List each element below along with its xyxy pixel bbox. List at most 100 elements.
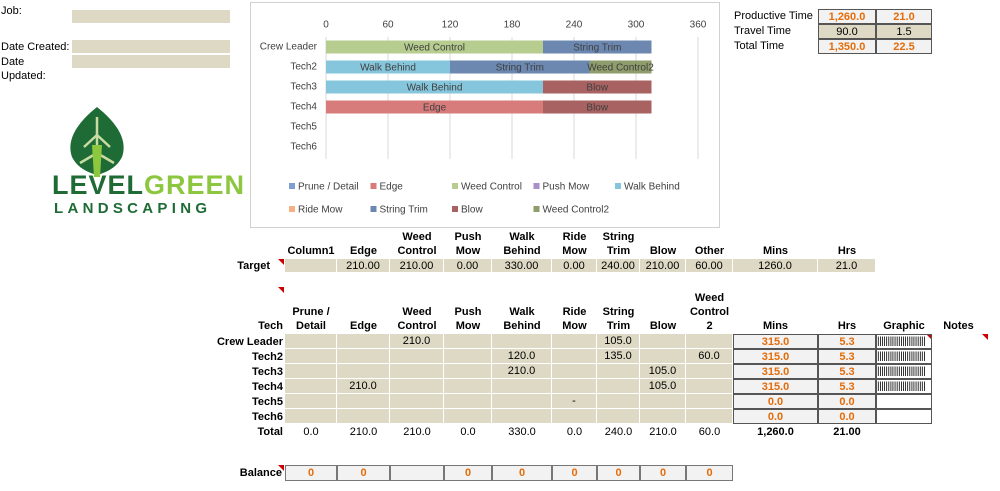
tech-cell xyxy=(285,334,337,349)
mins-cell: 315.0 xyxy=(733,334,818,349)
column-header: Push Mow xyxy=(454,306,482,332)
tech-cell xyxy=(552,349,597,364)
time-label: Travel Time xyxy=(734,25,792,37)
target-cell: 210.00 xyxy=(640,259,686,273)
target-cell xyxy=(285,259,337,273)
balance-cell: 0 xyxy=(597,465,640,481)
tech-cell xyxy=(640,409,686,424)
tech-cell xyxy=(337,409,390,424)
data-label: Blow xyxy=(586,103,608,114)
graphic-cell: ||||||||||||||||||||||| xyxy=(876,364,932,379)
y-tick-label: Tech4 xyxy=(290,102,317,113)
tech-cell: 105.0 xyxy=(640,364,686,379)
tech-cell xyxy=(444,394,492,409)
tech-cell xyxy=(444,379,492,394)
bar-segment xyxy=(326,40,543,54)
x-tick-label: 180 xyxy=(504,20,521,31)
total-cell: 210.0 xyxy=(403,425,431,438)
time-mins: 1,260.0 xyxy=(818,9,876,24)
tech-cell xyxy=(337,349,390,364)
legend-swatch xyxy=(533,183,540,189)
tech-cell xyxy=(492,394,552,409)
tech-cell xyxy=(390,379,444,394)
comment-marker xyxy=(278,259,284,265)
column-header: Blow xyxy=(649,320,677,332)
hrs-cell: 0.0 xyxy=(818,394,876,409)
field-input xyxy=(72,55,230,68)
logo-word: LEVEL xyxy=(52,170,145,200)
row-label: Crew Leader xyxy=(216,335,283,348)
x-tick-label: 300 xyxy=(628,20,645,31)
tech-cell: 210.0 xyxy=(390,334,444,349)
tech-cell xyxy=(640,334,686,349)
comment-marker xyxy=(278,465,284,471)
row-label: Tech6 xyxy=(252,410,283,423)
bar-segment xyxy=(326,100,543,114)
graphic-cell: ||||||||||||||||||||||| xyxy=(876,379,932,394)
field-label: Date Created: xyxy=(1,41,70,53)
total-cell: 60.0 xyxy=(698,425,721,438)
tech-cell xyxy=(492,334,552,349)
column-header: Hrs xyxy=(837,320,857,332)
row-label: Tech2 xyxy=(252,350,283,363)
hrs-cell: 5.3 xyxy=(818,349,876,364)
legend-label: Edge xyxy=(380,182,404,193)
hrs-cell: 5.3 xyxy=(818,379,876,394)
row-label: Tech4 xyxy=(252,380,283,393)
legend-swatch xyxy=(533,206,540,212)
bar-segment xyxy=(543,100,652,114)
column-header: Edge xyxy=(350,245,377,257)
legend-swatch xyxy=(452,183,458,189)
tech-cell xyxy=(552,334,597,349)
total-hrs: 21.00 xyxy=(833,425,861,438)
data-label: Blow xyxy=(586,83,608,94)
row-label: Total xyxy=(257,425,283,438)
legend-swatch xyxy=(452,206,458,212)
column-header: Column1 xyxy=(287,245,335,257)
column-header: Edge xyxy=(350,320,377,332)
tech-cell xyxy=(390,394,444,409)
total-mins: 1,260.0 xyxy=(757,425,794,438)
y-tick-label: Tech6 xyxy=(290,142,317,153)
data-label: Weed Control2 xyxy=(587,63,654,74)
data-label: Weed Control xyxy=(404,43,465,54)
tech-cell: 210.0 xyxy=(492,364,552,379)
graphic-cell xyxy=(876,409,932,424)
target-cell: 330.00 xyxy=(492,259,552,273)
x-tick-label: 240 xyxy=(566,20,583,31)
target-cell: 0.00 xyxy=(444,259,492,273)
bar-segment xyxy=(543,80,652,94)
tech-cell: 135.0 xyxy=(597,349,640,364)
mins-cell: 0.0 xyxy=(733,409,818,424)
target-cell: 0.00 xyxy=(552,259,597,273)
column-header: Ride Mow xyxy=(562,231,587,257)
balance-cell: 0 xyxy=(337,465,390,481)
mins-cell: 315.0 xyxy=(733,364,818,379)
column-header: Hrs xyxy=(837,245,857,257)
total-cell: 330.0 xyxy=(508,425,536,438)
column-header: Prune / Detail xyxy=(292,306,330,332)
legend-label: Prune / Detail xyxy=(298,182,359,193)
tech-cell xyxy=(285,409,337,424)
column-header: Weed Control xyxy=(397,231,437,257)
tech-cell: 210.0 xyxy=(337,379,390,394)
target-cell: 60.00 xyxy=(686,259,733,273)
bar-segment xyxy=(326,80,543,94)
mins-cell: 315.0 xyxy=(733,349,818,364)
column-header: Tech xyxy=(258,320,283,332)
legend-swatch xyxy=(370,206,377,212)
comment-marker xyxy=(982,334,988,340)
x-tick-label: 0 xyxy=(323,20,329,31)
y-tick-label: Crew Leader xyxy=(260,42,318,53)
data-label: Walk Behind xyxy=(360,63,416,74)
legend-label: String Trim xyxy=(380,205,428,216)
tech-cell xyxy=(285,364,337,379)
column-header: Graphic xyxy=(883,320,925,332)
tech-cell xyxy=(552,409,597,424)
graphic-cell: ||||||||||||||||||||||| xyxy=(876,349,932,364)
tech-cell xyxy=(337,364,390,379)
bar-segment xyxy=(543,40,652,54)
chart-frame: 0 60 120 180 240 300 360 Crew Leader Weed Contro… xyxy=(250,2,720,228)
target-cell: 210.00 xyxy=(337,259,390,273)
logo-subtitle: LANDSCAPING xyxy=(54,200,212,217)
